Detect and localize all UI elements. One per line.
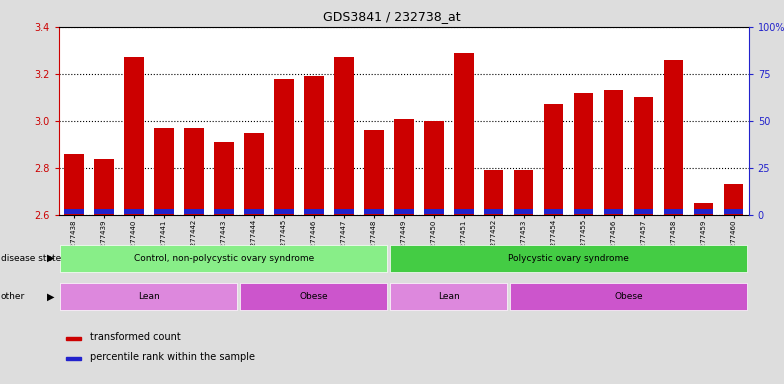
- Bar: [214, 142, 234, 215]
- Bar: [214, 209, 234, 214]
- Bar: [724, 209, 743, 214]
- Text: other: other: [1, 292, 25, 301]
- Bar: [390, 245, 747, 272]
- Bar: [124, 58, 143, 215]
- Bar: [604, 209, 623, 214]
- Bar: [184, 128, 204, 215]
- Bar: [424, 121, 444, 215]
- Bar: [664, 209, 684, 214]
- Bar: [544, 104, 564, 215]
- Bar: [724, 184, 743, 215]
- Bar: [124, 209, 143, 214]
- Bar: [94, 159, 114, 215]
- Bar: [244, 133, 263, 215]
- Bar: [64, 209, 84, 214]
- Bar: [364, 131, 383, 215]
- Bar: [334, 209, 354, 214]
- Text: transformed count: transformed count: [90, 333, 180, 343]
- Bar: [634, 98, 654, 215]
- Bar: [574, 209, 593, 214]
- Bar: [424, 209, 444, 214]
- Bar: [454, 53, 474, 215]
- Bar: [454, 209, 474, 214]
- Bar: [66, 358, 81, 359]
- Text: GDS3841 / 232738_at: GDS3841 / 232738_at: [323, 10, 461, 23]
- Text: Polycystic ovary syndrome: Polycystic ovary syndrome: [508, 254, 630, 263]
- Bar: [510, 283, 747, 310]
- Bar: [390, 283, 507, 310]
- Bar: [274, 209, 293, 214]
- Bar: [64, 154, 84, 215]
- Text: Obese: Obese: [299, 292, 328, 301]
- Bar: [60, 283, 238, 310]
- Text: ▶: ▶: [46, 253, 54, 263]
- Bar: [334, 58, 354, 215]
- Bar: [66, 338, 81, 339]
- Bar: [244, 209, 263, 214]
- Bar: [544, 209, 564, 214]
- Bar: [514, 209, 533, 214]
- Bar: [694, 209, 713, 214]
- Bar: [394, 119, 413, 215]
- Text: Lean: Lean: [138, 292, 160, 301]
- Bar: [514, 170, 533, 215]
- Bar: [604, 90, 623, 215]
- Bar: [634, 209, 654, 214]
- Bar: [304, 209, 324, 214]
- Text: Control, non-polycystic ovary syndrome: Control, non-polycystic ovary syndrome: [133, 254, 314, 263]
- Bar: [394, 209, 413, 214]
- Bar: [154, 128, 173, 215]
- Bar: [304, 76, 324, 215]
- Bar: [484, 170, 503, 215]
- Text: Lean: Lean: [438, 292, 459, 301]
- Text: disease state: disease state: [1, 254, 61, 263]
- Bar: [154, 209, 173, 214]
- Bar: [60, 245, 387, 272]
- Bar: [664, 60, 684, 215]
- Bar: [94, 209, 114, 214]
- Text: ▶: ▶: [46, 291, 54, 302]
- Bar: [484, 209, 503, 214]
- Bar: [574, 93, 593, 215]
- Text: percentile rank within the sample: percentile rank within the sample: [90, 353, 255, 362]
- Text: Obese: Obese: [615, 292, 643, 301]
- Bar: [184, 209, 204, 214]
- Bar: [240, 283, 387, 310]
- Bar: [694, 203, 713, 215]
- Bar: [364, 209, 383, 214]
- Bar: [274, 79, 293, 215]
